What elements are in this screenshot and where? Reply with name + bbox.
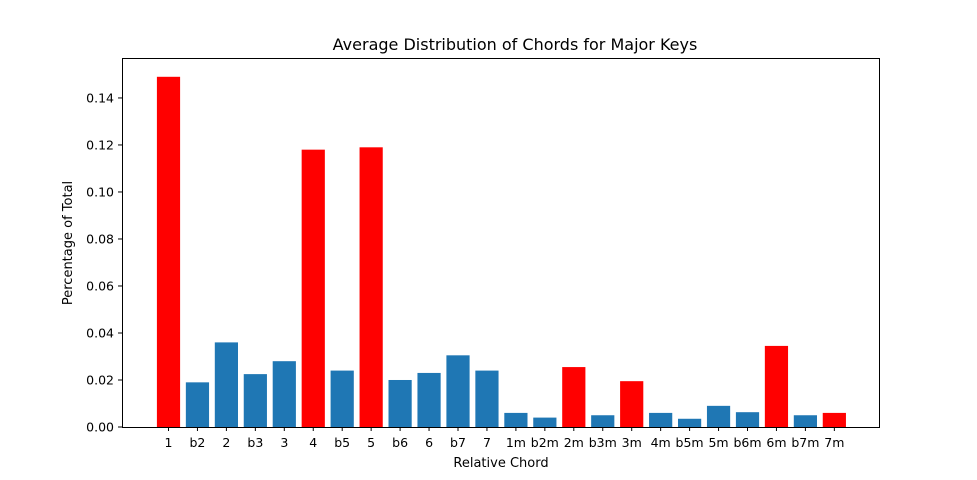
bar-6m: [764, 345, 789, 427]
x-tick-label: b5: [334, 435, 350, 450]
x-tick-label: b5m: [676, 435, 704, 450]
y-tick-label: 0.14: [86, 90, 114, 105]
x-axis-label: Relative Chord: [453, 456, 548, 471]
x-tick-label: 3m: [622, 435, 642, 450]
x-tick-label: 5: [367, 435, 375, 450]
bar-7: [475, 370, 499, 427]
x-tick-label: b3: [247, 435, 263, 450]
x-tick-label: 1: [165, 435, 173, 450]
bar-5m: [706, 405, 731, 427]
bar-b3m: [591, 415, 615, 427]
y-tick-label: 0.04: [86, 325, 114, 340]
x-tick-label: 3: [280, 435, 288, 450]
x-tick-label: b6: [392, 435, 408, 450]
bar-b2: [185, 382, 210, 427]
y-tick-label: 0.10: [86, 184, 114, 199]
x-tick-label: 6m: [766, 435, 786, 450]
x-tick-label: b7: [450, 435, 466, 450]
bars: [156, 76, 846, 428]
x-tick-label: b2m: [531, 435, 559, 450]
bar-b5: [330, 370, 354, 427]
y-tick-label: 0.00: [86, 420, 114, 435]
bar-3m: [620, 381, 644, 427]
plot-frame: [122, 58, 880, 428]
y-tick-label: 0.02: [86, 372, 114, 387]
bar-b2m: [533, 417, 557, 427]
x-tick-label: 2: [222, 435, 230, 450]
bar-b7m: [793, 415, 817, 427]
x-tick-label: 4: [309, 435, 317, 450]
x-tick-label: b7m: [791, 435, 819, 450]
bar-1m: [504, 412, 528, 427]
y-tick-label: 0.12: [86, 137, 114, 152]
bar-b6m: [735, 412, 760, 427]
bar-b5m: [678, 418, 702, 427]
x-tick-label: 7m: [824, 435, 844, 450]
bar-5: [359, 147, 383, 427]
x-axis-ticks: 1 b2 2 b3 3 4 b5 5 b6 6 b7 7 1m b2m 2m b3m 3m 4m b5m 5m b6m 6…: [165, 427, 844, 450]
bar-3: [272, 361, 296, 427]
bar-b7: [446, 355, 470, 427]
x-tick-label: b6m: [733, 435, 761, 450]
y-tick-label: 0.08: [86, 231, 114, 246]
x-tick-label: 6: [425, 435, 433, 450]
bar-2: [214, 342, 238, 427]
bar-7m: [822, 412, 846, 427]
bar-4: [301, 149, 325, 427]
x-tick-label: 7: [483, 435, 491, 450]
chart-title: Average Distribution of Chords for Major…: [333, 35, 698, 54]
bar-b3: [243, 374, 267, 427]
x-tick-label: 5m: [708, 435, 728, 450]
bar-1: [156, 76, 181, 428]
x-tick-label: 2m: [564, 435, 584, 450]
y-axis-label: Percentage of Total: [61, 181, 76, 305]
x-tick-label: b2: [190, 435, 206, 450]
x-tick-label: 1m: [506, 435, 526, 450]
y-axis-ticks: 0.00 0.02 0.04 0.06 0.08 0.10 0.12 0.14: [86, 90, 122, 435]
bar-2m: [562, 367, 586, 427]
bar-6: [417, 372, 441, 427]
y-tick-label: 0.06: [86, 278, 114, 293]
x-tick-label: b3m: [589, 435, 617, 450]
bar-b6: [388, 379, 412, 427]
x-tick-label: 4m: [651, 435, 671, 450]
bar-4m: [649, 412, 673, 427]
